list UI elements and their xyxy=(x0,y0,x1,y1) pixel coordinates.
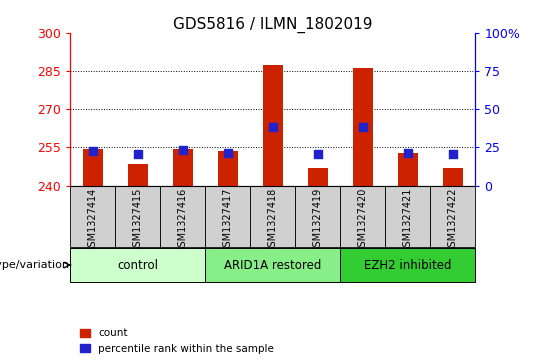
Text: GSM1327414: GSM1327414 xyxy=(87,188,98,253)
Point xyxy=(268,124,277,130)
Text: control: control xyxy=(117,258,158,272)
Text: GSM1327416: GSM1327416 xyxy=(178,188,188,253)
Text: EZH2 inhibited: EZH2 inhibited xyxy=(364,258,451,272)
Bar xyxy=(250,186,295,247)
Point xyxy=(403,150,412,156)
Bar xyxy=(295,186,340,247)
Bar xyxy=(173,149,193,186)
Bar xyxy=(218,151,238,186)
Point xyxy=(224,150,232,155)
Text: ARID1A restored: ARID1A restored xyxy=(224,258,321,272)
Point xyxy=(359,124,367,130)
Text: genotype/variation: genotype/variation xyxy=(0,260,69,270)
Text: GSM1327415: GSM1327415 xyxy=(133,188,143,253)
Bar xyxy=(70,186,115,247)
Point xyxy=(313,151,322,157)
Bar xyxy=(160,186,205,247)
Bar xyxy=(205,248,340,282)
Point xyxy=(89,148,97,154)
Text: GSM1327420: GSM1327420 xyxy=(357,188,368,253)
Bar xyxy=(397,152,418,186)
Bar xyxy=(353,68,373,186)
Bar xyxy=(262,65,283,186)
Title: GDS5816 / ILMN_1802019: GDS5816 / ILMN_1802019 xyxy=(173,16,373,33)
Text: GSM1327418: GSM1327418 xyxy=(268,188,278,253)
Bar xyxy=(340,186,385,247)
Bar xyxy=(83,149,103,186)
Bar xyxy=(443,168,463,186)
Text: GSM1327419: GSM1327419 xyxy=(313,188,323,253)
Bar xyxy=(115,186,160,247)
Text: GSM1327421: GSM1327421 xyxy=(403,188,413,253)
Bar xyxy=(340,248,475,282)
Point xyxy=(133,151,142,157)
Bar xyxy=(385,186,430,247)
Bar xyxy=(430,186,475,247)
Bar xyxy=(70,248,205,282)
Bar xyxy=(308,168,328,186)
Bar xyxy=(205,186,250,247)
Point xyxy=(448,151,457,157)
Text: GSM1327422: GSM1327422 xyxy=(448,188,458,253)
Point xyxy=(178,147,187,153)
Bar xyxy=(127,164,148,186)
Legend: count, percentile rank within the sample: count, percentile rank within the sample xyxy=(76,324,278,358)
Text: GSM1327417: GSM1327417 xyxy=(222,188,233,253)
